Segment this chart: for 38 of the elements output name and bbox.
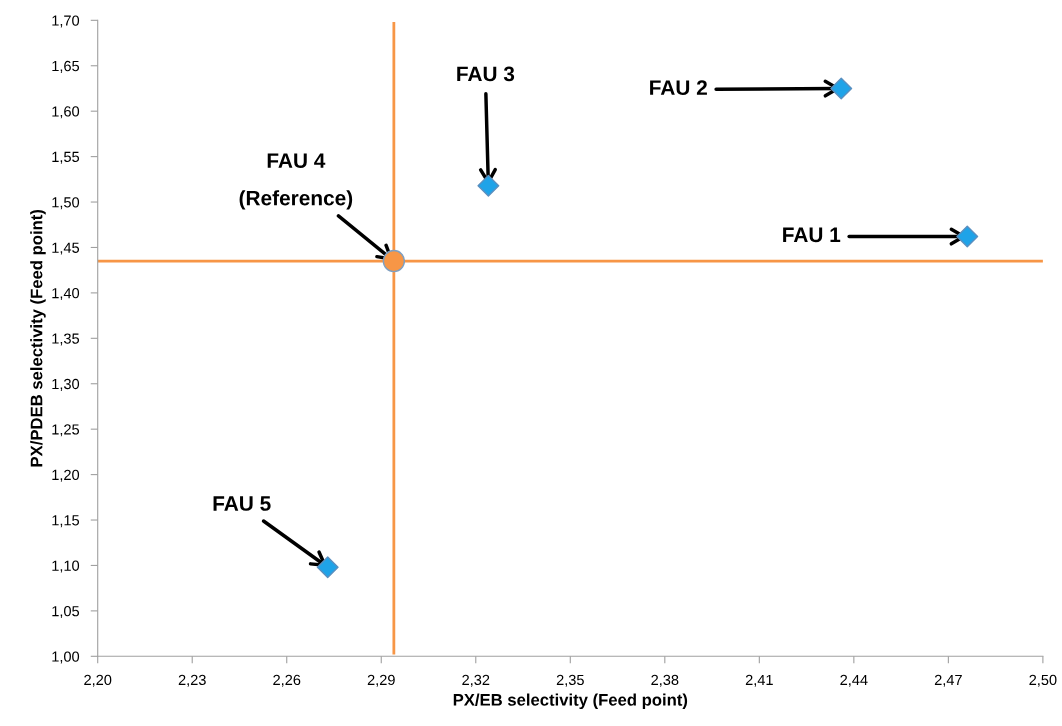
x-tick-label: 2,47	[934, 674, 962, 687]
y-tick-label: 1,45	[52, 242, 80, 255]
annotation: FAU 3	[457, 66, 515, 82]
x-tick-label: 2,38	[651, 674, 679, 687]
point	[830, 77, 853, 100]
y-tick-label: 1,35	[52, 333, 80, 346]
x-tick-label: 2,50	[1029, 674, 1057, 687]
x-tick-label: 2,26	[273, 674, 301, 687]
annotation: FAU 5	[213, 496, 271, 511]
y-axis-title: PX/PDEB selectivity (Feed point)	[30, 209, 46, 467]
y-tick-label: 1,25	[52, 424, 80, 437]
annotation: FAU 1	[783, 227, 841, 243]
x-tick-label: 2,23	[178, 674, 206, 687]
x-tick-label: 2,35	[556, 674, 584, 687]
point	[477, 174, 500, 197]
x-tick-label: 2,20	[84, 674, 112, 687]
x-tick-label: 2,29	[367, 674, 395, 687]
point	[316, 556, 339, 579]
y-tick-label: 1,15	[52, 515, 80, 528]
y-tick-label: 1,00	[52, 651, 80, 664]
x-axis-title: PX/EB selectivity (Feed point)	[453, 693, 688, 710]
annotation: FAU 4 (Reference)	[239, 153, 353, 210]
annotation: FAU 2	[650, 80, 707, 96]
x-tick-label: 2,32	[462, 674, 490, 687]
y-tick-label: 1,50	[52, 197, 80, 210]
y-tick-label: 1,40	[52, 287, 80, 301]
y-tick-label: 1,20	[52, 469, 80, 482]
y-tick-label: 1,60	[52, 106, 80, 119]
y-tick-label: 1,55	[52, 151, 80, 164]
point	[382, 249, 406, 273]
y-tick-label: 1,05	[52, 605, 80, 619]
y-tick-label: 1,30	[52, 378, 80, 391]
y-tick-label: 1,65	[52, 60, 80, 73]
x-tick-label: 2,41	[745, 674, 773, 687]
x-tick-label: 2,44	[840, 674, 868, 687]
y-tick-label: 1,10	[52, 560, 80, 573]
y-tick-label: 1,70	[52, 15, 80, 28]
point	[956, 225, 979, 248]
